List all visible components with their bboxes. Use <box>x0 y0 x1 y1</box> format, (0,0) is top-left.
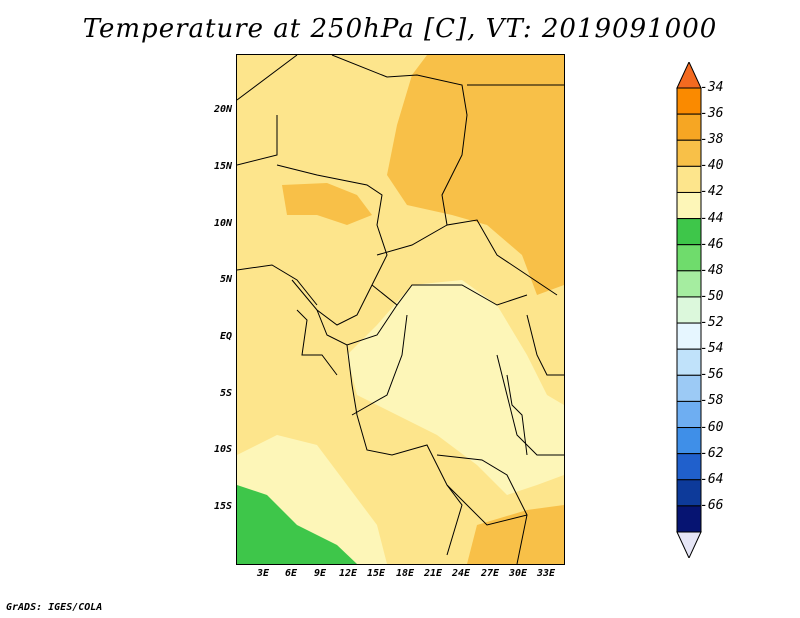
field-44-46 <box>237 485 357 564</box>
colorbar <box>676 62 702 558</box>
lon-tick-label: 18E <box>395 568 415 579</box>
colorbar-cell <box>676 348 702 376</box>
colorbar-label: -56 <box>700 367 724 383</box>
lon-tick-label: 30E <box>508 568 528 579</box>
colorbar-cells <box>676 62 702 558</box>
colorbar-cell <box>676 453 702 481</box>
colorbar-label: -34 <box>700 80 724 95</box>
colorbar-label: -58 <box>700 393 724 409</box>
colorbar-label: -60 <box>700 419 724 435</box>
colorbar-cell <box>676 479 702 507</box>
field-38-40-west <box>282 183 372 225</box>
lon-tick-label: 15E <box>366 568 386 579</box>
colorbar-label: -46 <box>700 236 724 252</box>
field-38-40-southeast <box>467 505 564 564</box>
lon-tick-label: 24E <box>451 568 471 579</box>
colorbar-cell <box>676 296 702 324</box>
map-svg <box>237 55 564 564</box>
colorbar-cell <box>676 322 702 350</box>
colorbar-cell <box>676 505 702 533</box>
lon-tick-label: 33E <box>536 568 556 579</box>
country-borders <box>237 55 564 564</box>
footer-credit: GrADS: IGES/COLA <box>6 602 103 613</box>
lon-tick-label: 12E <box>338 568 358 579</box>
colorbar-top-cap <box>676 62 702 89</box>
colorbar-label: -52 <box>700 315 724 331</box>
lat-tick-label: 5N <box>219 274 232 285</box>
colorbar-cell <box>676 87 702 115</box>
colorbar-label: -64 <box>700 471 724 487</box>
field-38-40-north <box>387 55 564 295</box>
colorbar-label: -36 <box>700 106 724 122</box>
colorbar-label: -40 <box>700 158 724 174</box>
colorbar-label: -38 <box>700 132 724 148</box>
colorbar-cell <box>676 270 702 298</box>
colorbar-label: -66 <box>700 497 724 513</box>
lat-tick-label: 5S <box>219 388 232 399</box>
lon-tick-label: 3E <box>256 568 270 579</box>
lat-tick-label: EQ <box>219 331 232 342</box>
colorbar-cell <box>676 113 702 141</box>
colorbar-label: -50 <box>700 288 724 304</box>
colorbar-cell <box>676 165 702 193</box>
colorbar-bottom-cap <box>676 531 702 558</box>
colorbar-cell <box>676 244 702 272</box>
colorbar-cell <box>676 400 702 429</box>
lat-tick-label: 15N <box>213 161 232 172</box>
colorbar-label: -44 <box>700 210 724 226</box>
field-42-44-central <box>347 280 564 495</box>
map-title: Temperature at 250hPa [C], VT: 201909100… <box>82 14 718 44</box>
lat-tick-label: 10N <box>213 218 232 229</box>
colorbar-label: -42 <box>700 184 724 200</box>
colorbar-label: -48 <box>700 262 724 278</box>
lon-tick-label: 21E <box>423 568 443 579</box>
lon-tick-label: 27E <box>480 568 500 579</box>
colorbar-cell <box>676 427 702 455</box>
colorbar-cell <box>676 374 702 402</box>
colorbar-label: -62 <box>700 445 724 461</box>
colorbar-cell <box>676 191 702 220</box>
lat-tick-label: 15S <box>213 501 232 512</box>
lon-tick-label: 9E <box>313 568 327 579</box>
colorbar-cell <box>676 218 702 246</box>
lon-tick-label: 6E <box>284 568 298 579</box>
lat-tick-label: 20N <box>213 104 232 115</box>
colorbar-cell <box>676 139 702 167</box>
temperature-map <box>236 54 565 565</box>
colorbar-label: -54 <box>700 341 724 357</box>
lat-tick-label: 10S <box>213 444 232 455</box>
